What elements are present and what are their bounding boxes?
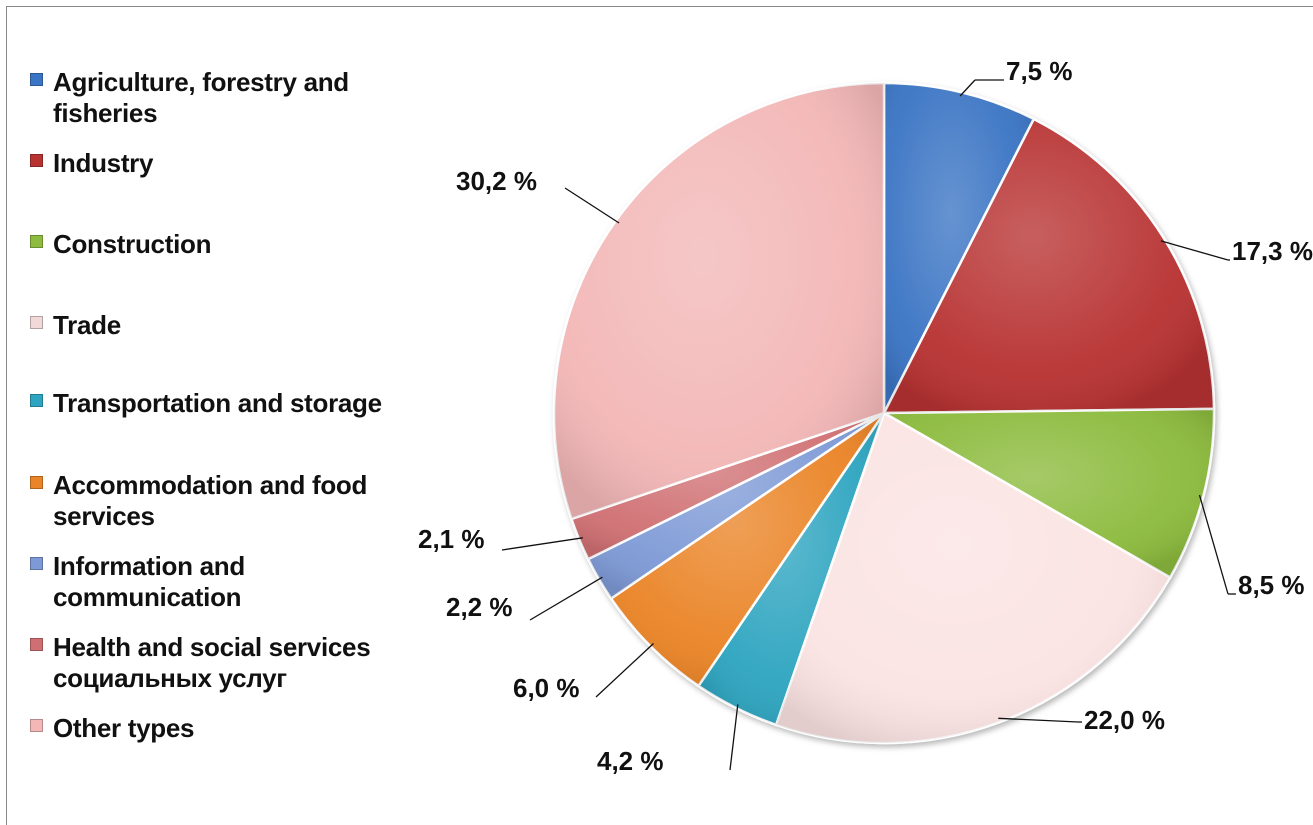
legend-label: Construction xyxy=(53,229,212,259)
legend-item: Trade xyxy=(30,310,450,341)
leader-line xyxy=(595,643,654,698)
legend-label: Information and communication xyxy=(53,551,245,612)
data-label: 6,0 % xyxy=(513,673,580,703)
legend-swatch xyxy=(30,235,43,248)
legend-item: Information and communication xyxy=(30,551,450,613)
leader-line xyxy=(998,717,1079,723)
pie-slice-sheen xyxy=(776,413,1171,743)
leader-line xyxy=(564,187,620,224)
pie-slice-sheen xyxy=(884,83,1034,413)
legend-item: Construction xyxy=(30,229,450,260)
data-label: 4,2 % xyxy=(597,746,664,776)
legend-swatch xyxy=(30,638,43,651)
legend-item: Agriculture, forestry and fisheries xyxy=(30,67,450,129)
legend-label: Transportation and storage xyxy=(53,388,382,418)
legend-label: Trade xyxy=(53,310,121,340)
legend-label: Industry xyxy=(53,148,154,178)
legend-item: Accommodation and food services xyxy=(30,470,450,532)
legend-swatch xyxy=(30,394,43,407)
leader-line xyxy=(959,79,976,97)
data-label: 7,5 % xyxy=(1006,56,1073,86)
legend-swatch xyxy=(30,557,43,570)
legend-swatch xyxy=(30,154,43,167)
data-label: 30,2 % xyxy=(456,166,537,196)
leader-line xyxy=(501,537,583,551)
legend-item: Health and social services социальных усл… xyxy=(30,632,450,694)
legend-label: Accommodation and food services xyxy=(53,470,368,531)
data-label: 8,5 % xyxy=(1238,570,1305,600)
legend-label: Health and social services социальных усл… xyxy=(53,632,371,693)
legend-item: Transportation and storage xyxy=(30,388,450,419)
legend-label: Agriculture, forestry and fisheries xyxy=(53,67,349,128)
leader-line xyxy=(529,576,603,621)
pie-slice-sheen xyxy=(698,413,884,725)
legend-label: Other types xyxy=(53,713,195,743)
legend-swatch xyxy=(30,316,43,329)
data-label: 22,0 % xyxy=(1084,705,1165,735)
data-label: 2,2 % xyxy=(446,592,513,622)
pie-slice-sheen xyxy=(588,413,884,599)
legend-item: Industry xyxy=(30,148,450,179)
data-label: 2,1 % xyxy=(418,524,485,554)
pie-slice-sheen xyxy=(554,83,884,519)
legend-swatch xyxy=(30,476,43,489)
leader-line xyxy=(1160,240,1229,261)
leader-line xyxy=(729,704,739,771)
pie-slice-sheen xyxy=(884,408,1214,578)
leader-line xyxy=(1198,494,1229,595)
pie-slice-sheen xyxy=(884,118,1214,413)
legend-item: Other types xyxy=(30,713,450,744)
pie-slice-sheen xyxy=(571,413,884,560)
pie-slice-sheen xyxy=(611,413,884,686)
legend-swatch xyxy=(30,73,43,86)
data-label: 17,3 % xyxy=(1232,236,1313,266)
legend-swatch xyxy=(30,719,43,732)
